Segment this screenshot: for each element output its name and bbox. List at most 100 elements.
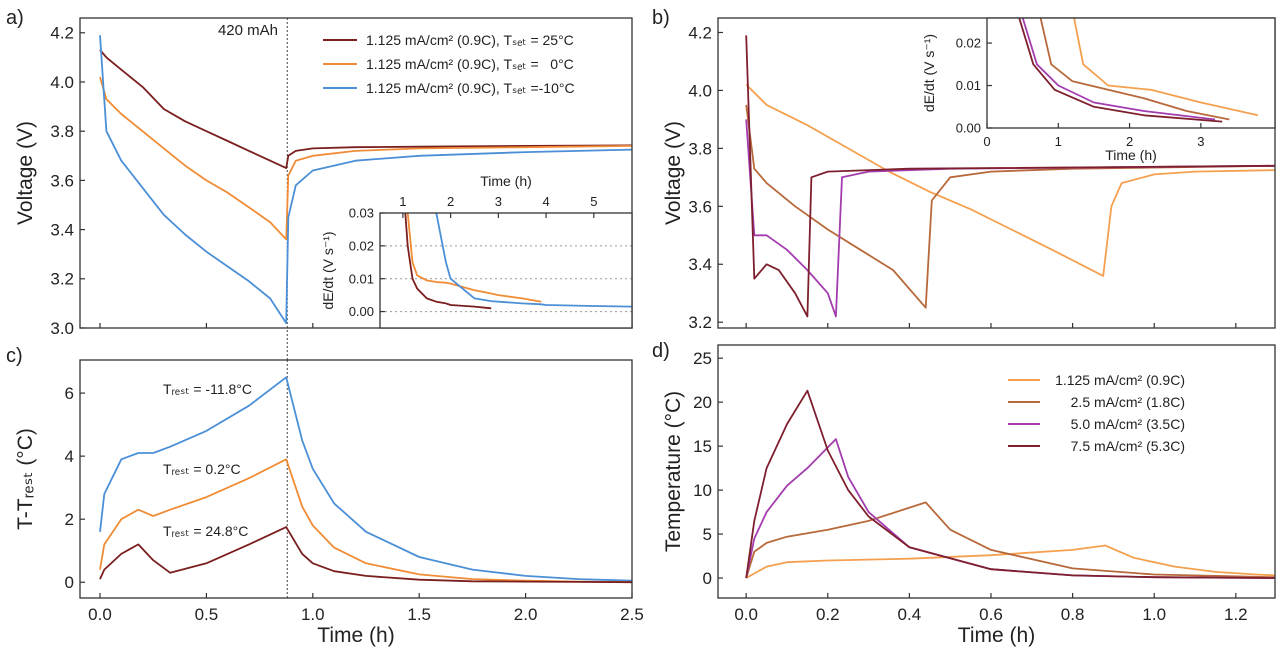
y-tick-label: 3.6 bbox=[688, 197, 712, 216]
y-tick-label: 0.02 bbox=[349, 238, 374, 253]
inset-background bbox=[380, 213, 632, 328]
annotation: 420 mAh bbox=[218, 22, 278, 39]
data-line bbox=[1021, 18, 1216, 121]
panel: 0 1 2 3 0.00 0.01 0.02 Time (h) dE/dt (V s⁻¹) bbox=[921, 17, 1276, 163]
x-tick-label: 2 bbox=[447, 194, 454, 209]
x-tick-label: 0.4 bbox=[898, 605, 922, 624]
data-line bbox=[745, 438, 1275, 579]
y-axis-label: T-Tᵣₑₛₜ (°C) bbox=[14, 428, 37, 530]
data-line bbox=[745, 119, 1275, 318]
y-tick-label: 3.8 bbox=[50, 122, 74, 141]
plot-frame bbox=[379, 212, 633, 329]
y-tick-label: 3.8 bbox=[688, 139, 712, 158]
y-tick-label: 5 bbox=[703, 525, 712, 544]
y-tick-label: 0 bbox=[65, 573, 74, 592]
x-tick-label: 0.2 bbox=[816, 605, 840, 624]
y-tick-label: 0.03 bbox=[349, 206, 374, 221]
y-tick-label: 25 bbox=[693, 349, 712, 368]
x-tick-label: 3 bbox=[495, 194, 502, 209]
y-tick-label: 3.2 bbox=[688, 313, 712, 332]
series-group bbox=[99, 35, 632, 324]
x-tick-label: 1 bbox=[399, 194, 406, 209]
data-line bbox=[99, 76, 632, 241]
x-tick-label: 4 bbox=[542, 194, 549, 209]
panel-label: c) bbox=[6, 345, 23, 367]
y-axis-label: Voltage (V) bbox=[662, 121, 685, 225]
y-tick-label: 10 bbox=[693, 481, 712, 500]
legend-label: 1.125 mA/cm² (0.9C), Tₛₑₜ =-10°C bbox=[366, 80, 575, 96]
y-tick-label: 4 bbox=[65, 447, 74, 466]
legend-label: 1.125 mA/cm² (0.9C) bbox=[1055, 372, 1185, 388]
series-group bbox=[404, 213, 632, 310]
legend-label: 5.0 mA/cm² (3.5C) bbox=[1071, 416, 1185, 432]
x-tick-label: 1.5 bbox=[407, 605, 431, 624]
x-tick-label: 0.8 bbox=[1061, 605, 1085, 624]
inset-background bbox=[987, 18, 1275, 128]
data-line bbox=[745, 501, 1275, 579]
x-tick-label: 1 bbox=[1055, 134, 1062, 149]
x-tick-label: 0.6 bbox=[979, 605, 1003, 624]
x-tick-label: 0.5 bbox=[195, 605, 219, 624]
data-line bbox=[1039, 18, 1230, 121]
y-tick-label: 6 bbox=[65, 384, 74, 403]
legend-label: 1.125 mA/cm² (0.9C), Tₛₑₜ = 25°C bbox=[366, 32, 574, 48]
legend-label: 2.5 mA/cm² (1.8C) bbox=[1071, 394, 1185, 410]
y-tick-label: 20 bbox=[693, 393, 712, 412]
y-tick-label: 0.01 bbox=[956, 78, 981, 93]
y-tick-label: 3.2 bbox=[50, 270, 74, 289]
series-group bbox=[745, 35, 1275, 318]
data-line bbox=[745, 83, 1275, 277]
data-line bbox=[406, 213, 542, 303]
annotation: Tᵣₑₛₜ = 24.8°C bbox=[163, 523, 248, 539]
x-axis-label: Time (h) bbox=[958, 624, 1035, 647]
y-tick-label: 3.6 bbox=[50, 171, 74, 190]
x-axis-label: Time (h) bbox=[480, 173, 532, 189]
panel: 3.2 3.4 3.6 3.8 4.0 4.2 Voltage (V) b) bbox=[652, 7, 1276, 332]
data-line bbox=[99, 35, 632, 324]
plot-frame bbox=[986, 17, 1276, 129]
series-group bbox=[99, 376, 632, 584]
y-axis-label: Voltage (V) bbox=[14, 121, 37, 225]
panel-label: d) bbox=[652, 340, 670, 362]
y-tick-label: 4.0 bbox=[50, 73, 74, 92]
legend-label: 1.125 mA/cm² (0.9C), Tₛₑₜ = 0°C bbox=[366, 56, 574, 72]
x-tick-label: 3 bbox=[1197, 134, 1204, 149]
x-tick-label: 5 bbox=[590, 194, 597, 209]
x-tick-label: 1.0 bbox=[301, 605, 325, 624]
x-tick-label: 1.0 bbox=[1142, 605, 1166, 624]
y-tick-label: 0.02 bbox=[956, 36, 981, 51]
y-axis-label: dE/dt (V s⁻¹) bbox=[320, 231, 336, 309]
x-tick-label: 0.0 bbox=[88, 605, 112, 624]
y-axis-label: dE/dt (V s⁻¹) bbox=[921, 34, 937, 112]
y-tick-label: 3.0 bbox=[50, 319, 74, 338]
x-tick-label: 2 bbox=[1126, 134, 1133, 149]
data-line bbox=[745, 104, 1275, 309]
y-tick-label: 2 bbox=[65, 510, 74, 529]
plot-frame bbox=[79, 17, 633, 329]
y-tick-label: 3.4 bbox=[688, 255, 712, 274]
annotation: Tᵣₑₛₜ = -11.8°C bbox=[163, 381, 252, 397]
panel-label: a) bbox=[6, 7, 24, 29]
legend-label: 7.5 mA/cm² (5.3C) bbox=[1071, 438, 1185, 454]
y-tick-label: 15 bbox=[693, 437, 712, 456]
data-line bbox=[404, 213, 492, 310]
panel: 3.0 3.2 3.4 3.6 3.8 4.0 4.2 Voltage (V) a) 420 mA… bbox=[6, 7, 633, 360]
data-line bbox=[99, 376, 632, 582]
x-tick-label: 1.2 bbox=[1224, 605, 1248, 624]
y-tick-label: 4.0 bbox=[688, 81, 712, 100]
data-line bbox=[99, 526, 632, 584]
x-tick-label: 2.5 bbox=[620, 605, 644, 624]
series-group bbox=[745, 389, 1275, 579]
data-line bbox=[745, 544, 1275, 579]
panel: 0.0 0.2 0.4 0.6 0.8 1.0 1.2 0 5 10 15 20 25 Time (h) T… bbox=[652, 340, 1276, 647]
y-tick-label: 0.01 bbox=[349, 271, 374, 286]
x-tick-label: 2.0 bbox=[514, 605, 538, 624]
y-tick-label: 3.4 bbox=[50, 221, 74, 240]
y-tick-label: 0 bbox=[703, 569, 712, 588]
data-line bbox=[1018, 18, 1223, 123]
y-tick-label: 4.2 bbox=[688, 23, 712, 42]
annotation: Tᵣₑₛₜ = 0.2°C bbox=[163, 461, 241, 477]
data-line bbox=[99, 49, 632, 169]
panel: 0.0 0.5 1.0 1.5 2.0 2.5 0 2 4 6 Time (h) T-Tᵣₑₛₜ (°… bbox=[6, 345, 644, 647]
